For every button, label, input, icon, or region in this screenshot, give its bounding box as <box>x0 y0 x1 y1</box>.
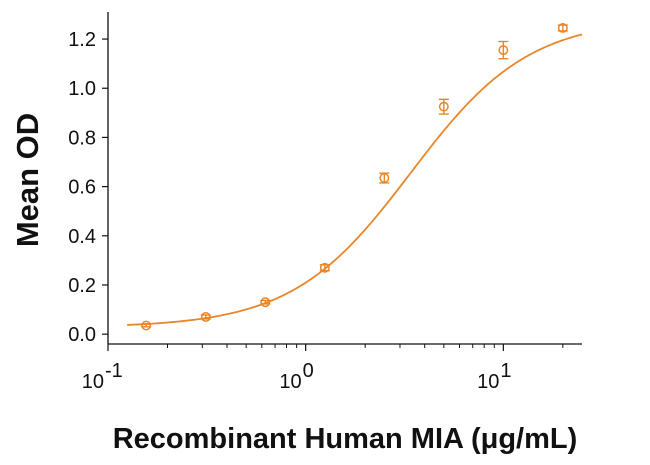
fit-curve <box>127 33 583 326</box>
y-tick-label: 0.8 <box>68 127 96 149</box>
data-point <box>319 262 330 273</box>
y-axis-title: Mean OD <box>10 113 45 247</box>
x-tick-label: 10 <box>82 371 104 393</box>
y-tick-label: 0.0 <box>68 324 96 346</box>
y-tick-label: 0.2 <box>68 275 96 297</box>
data-point <box>141 320 152 331</box>
x-tick-exponent: -1 <box>105 360 123 382</box>
data-point <box>200 311 211 322</box>
x-tick-exponent: 0 <box>303 360 314 382</box>
y-tick-label: 1.0 <box>68 78 96 100</box>
x-axis-title: Recombinant Human MIA (μg/mL) <box>113 423 578 455</box>
data-points-layer <box>141 23 568 331</box>
tick-labels-layer: 0.00.20.40.60.81.01.210 -1 10 0 10 1 <box>68 29 511 393</box>
axes <box>102 12 582 351</box>
y-tick-label: 0.6 <box>68 177 96 199</box>
x-tick-exponent: 1 <box>500 360 511 382</box>
data-point <box>260 297 271 308</box>
fit-curve-layer <box>127 33 583 326</box>
data-point <box>498 45 509 56</box>
y-tick-label: 1.2 <box>68 29 96 51</box>
data-point <box>557 23 568 33</box>
x-tick-label: 10 <box>279 371 301 393</box>
y-tick-label: 0.4 <box>68 226 96 248</box>
data-point <box>438 101 449 112</box>
data-point <box>379 173 390 183</box>
x-tick-label: 10 <box>477 371 499 393</box>
